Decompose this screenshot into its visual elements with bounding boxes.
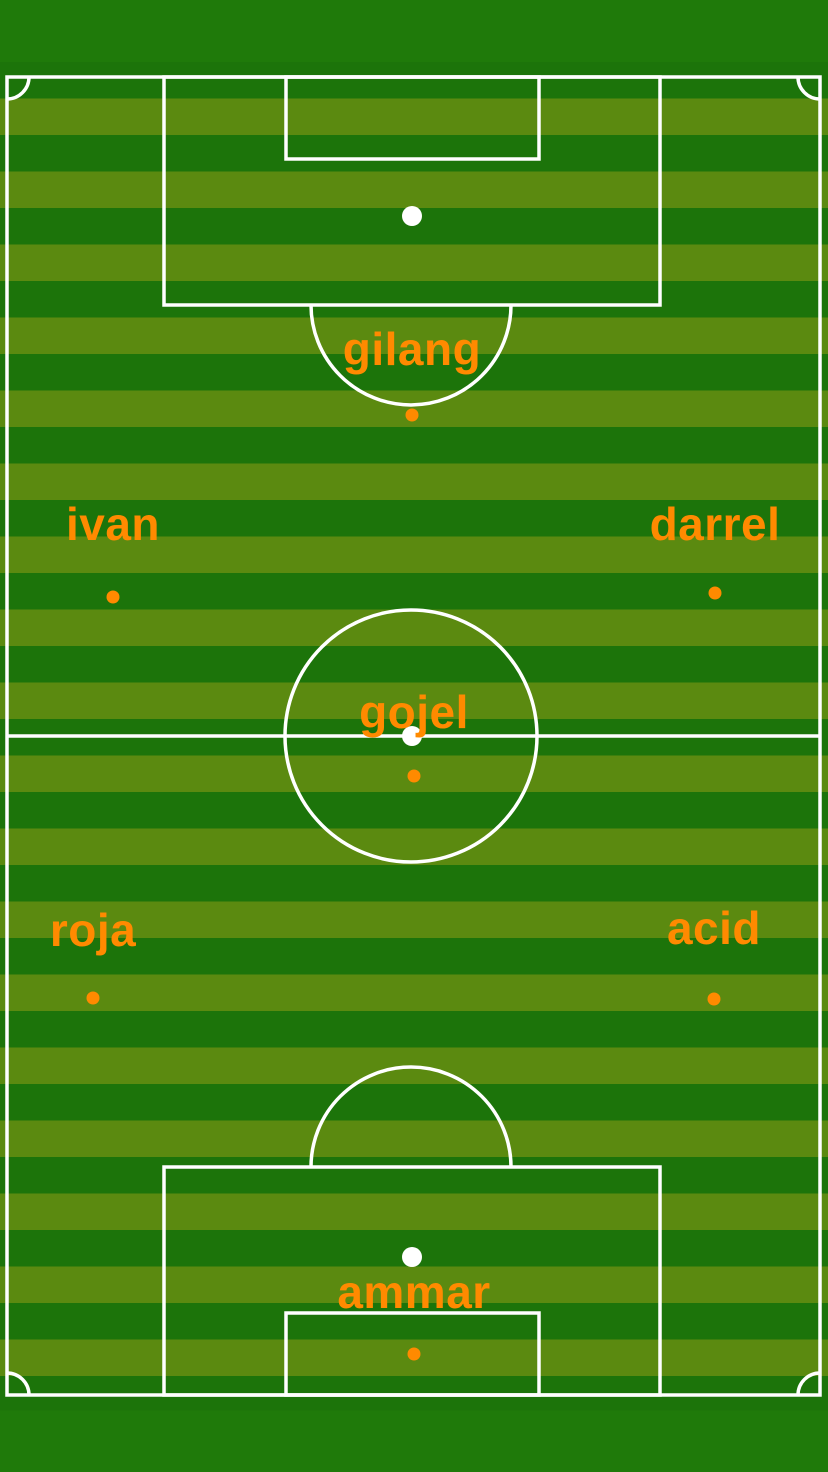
player-marker[interactable] xyxy=(406,409,419,422)
grass-stripe xyxy=(0,829,828,866)
player-marker[interactable] xyxy=(708,993,721,1006)
grass-stripe xyxy=(0,62,828,99)
grass-stripe xyxy=(0,975,828,1012)
player-name: roja xyxy=(50,907,136,953)
grass-stripe xyxy=(0,245,828,282)
grass-stripe xyxy=(0,1194,828,1231)
player-marker[interactable] xyxy=(408,1348,421,1361)
bottom-penalty-spot xyxy=(402,1247,422,1267)
grass-stripe xyxy=(0,99,828,136)
player-name: darrel xyxy=(650,501,781,547)
grass-stripe xyxy=(0,464,828,501)
grass-stripe xyxy=(0,610,828,647)
grass-stripe xyxy=(0,1084,828,1121)
grass-stripe xyxy=(0,865,828,902)
grass-stripe xyxy=(0,1121,828,1158)
grass-stripe xyxy=(0,281,828,318)
top-penalty-spot xyxy=(402,206,422,226)
player-name: gilang xyxy=(343,326,481,372)
player-name: ammar xyxy=(337,1269,490,1315)
grass-stripe xyxy=(0,135,828,172)
grass-stripe xyxy=(0,172,828,209)
grass-stripe xyxy=(0,646,828,683)
grass-stripe xyxy=(0,427,828,464)
grass-stripe xyxy=(0,573,828,610)
player-marker[interactable] xyxy=(87,992,100,1005)
player-name: gojel xyxy=(359,689,469,735)
grass-stripe xyxy=(0,1011,828,1048)
player-marker[interactable] xyxy=(408,770,421,783)
player-marker[interactable] xyxy=(107,591,120,604)
player-marker[interactable] xyxy=(709,587,722,600)
grass-stripe xyxy=(0,792,828,829)
player-name: acid xyxy=(667,905,761,951)
grass-stripe xyxy=(0,1157,828,1194)
player-name: ivan xyxy=(66,501,160,547)
